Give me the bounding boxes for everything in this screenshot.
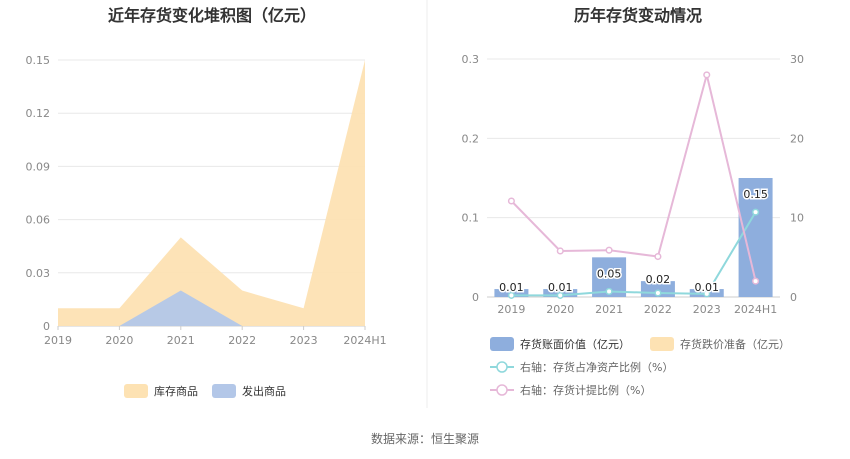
area-series-shipped-goods <box>58 290 365 326</box>
point-inventory-to-net-assets[interactable] <box>605 287 613 295</box>
legend-label[interactable]: 发出商品 <box>242 384 286 398</box>
bar-data-label: 0.01 <box>548 281 573 294</box>
right-y-tick-label: 0.1 <box>462 212 480 225</box>
left-x-tick-label: 2021 <box>167 334 195 347</box>
right-chart-title: 历年存货变动情况 <box>574 6 702 25</box>
legend-marker[interactable] <box>496 384 508 396</box>
legend-swatch[interactable] <box>650 337 674 351</box>
legend-label[interactable]: 右轴：存货计提比例（%） <box>520 383 651 397</box>
left-y-tick-label: 0.06 <box>26 214 51 227</box>
point-provision-ratio[interactable] <box>507 197 515 205</box>
line-inventory-to-net-assets <box>511 211 757 297</box>
legend-marker[interactable] <box>496 361 508 373</box>
left-y-tick-label: 0.09 <box>26 160 51 173</box>
point-provision-ratio[interactable] <box>605 246 613 254</box>
right-y2-tick-label: 10 <box>790 212 804 225</box>
right-y2-tick-label: 0 <box>790 291 797 304</box>
left-y-tick-label: 0.03 <box>26 267 51 280</box>
legend-swatch[interactable] <box>490 337 514 351</box>
legend-label[interactable]: 存货账面价值（亿元） <box>520 337 630 351</box>
left-x-tick-label: 2024H1 <box>343 334 386 347</box>
bar-data-label: 0.15 <box>743 188 768 201</box>
bar-data-label: 0.01 <box>499 281 524 294</box>
right-x-tick-label: 2023 <box>693 303 721 316</box>
left-x-tick-label: 2023 <box>290 334 318 347</box>
right-y-tick-label: 0.2 <box>462 132 480 145</box>
right-x-tick-label: 2020 <box>546 303 574 316</box>
area-series-inventory-goods <box>58 60 365 326</box>
stacked-area-chart: 近年存货变化堆积图（亿元） 0 0.03 0.06 0.09 0.12 0.15 2019… <box>26 6 387 398</box>
left-y-tick-label: 0.15 <box>26 54 51 67</box>
right-y2-tick-label: 30 <box>790 53 804 66</box>
inventory-change-chart: 历年存货变动情况 0.01 0.01 0.05 0.02 0.01 0.15 0 0.1 0.… <box>462 6 805 397</box>
left-x-tick-label: 2022 <box>228 334 256 347</box>
point-inventory-to-net-assets[interactable] <box>703 290 711 298</box>
left-x-tick-label: 2020 <box>105 334 133 347</box>
point-inventory-to-net-assets[interactable] <box>556 291 564 299</box>
left-chart-title: 近年存货变化堆积图（亿元） <box>108 6 316 25</box>
bar-data-label: 0.02 <box>646 273 671 286</box>
point-inventory-to-net-assets[interactable] <box>654 289 662 297</box>
left-x-tick-label: 2019 <box>44 334 72 347</box>
right-y2-tick-label: 20 <box>790 132 804 145</box>
right-y-tick-label: 0 <box>472 291 479 304</box>
point-provision-ratio[interactable] <box>703 71 711 79</box>
point-inventory-to-net-assets[interactable] <box>752 208 760 216</box>
legend-swatch[interactable] <box>124 384 148 398</box>
legend-label[interactable]: 库存商品 <box>154 384 198 398</box>
point-provision-ratio[interactable] <box>556 247 564 255</box>
left-y-tick-label: 0.12 <box>26 107 51 120</box>
right-y-tick-label: 0.3 <box>462 53 480 66</box>
point-provision-ratio[interactable] <box>654 252 662 261</box>
line-provision-ratio <box>510 74 757 282</box>
left-y-tick-label: 0 <box>43 320 50 333</box>
legend-label[interactable]: 右轴：存货占净资产比例（%） <box>520 360 673 374</box>
bar-data-label: 0.05 <box>597 267 622 280</box>
legend-label[interactable]: 存货跌价准备（亿元） <box>680 337 790 351</box>
legend-swatch[interactable] <box>212 384 236 398</box>
right-x-tick-label: 2024H1 <box>734 303 777 316</box>
right-x-tick-label: 2022 <box>644 303 672 316</box>
right-x-tick-label: 2021 <box>595 303 623 316</box>
data-source: 数据来源：恒生聚源 <box>371 431 479 446</box>
bar-data-label: 0.01 <box>695 281 720 294</box>
right-x-tick-label: 2019 <box>497 303 525 316</box>
point-inventory-to-net-assets[interactable] <box>507 291 515 299</box>
point-provision-ratio[interactable] <box>752 277 760 285</box>
